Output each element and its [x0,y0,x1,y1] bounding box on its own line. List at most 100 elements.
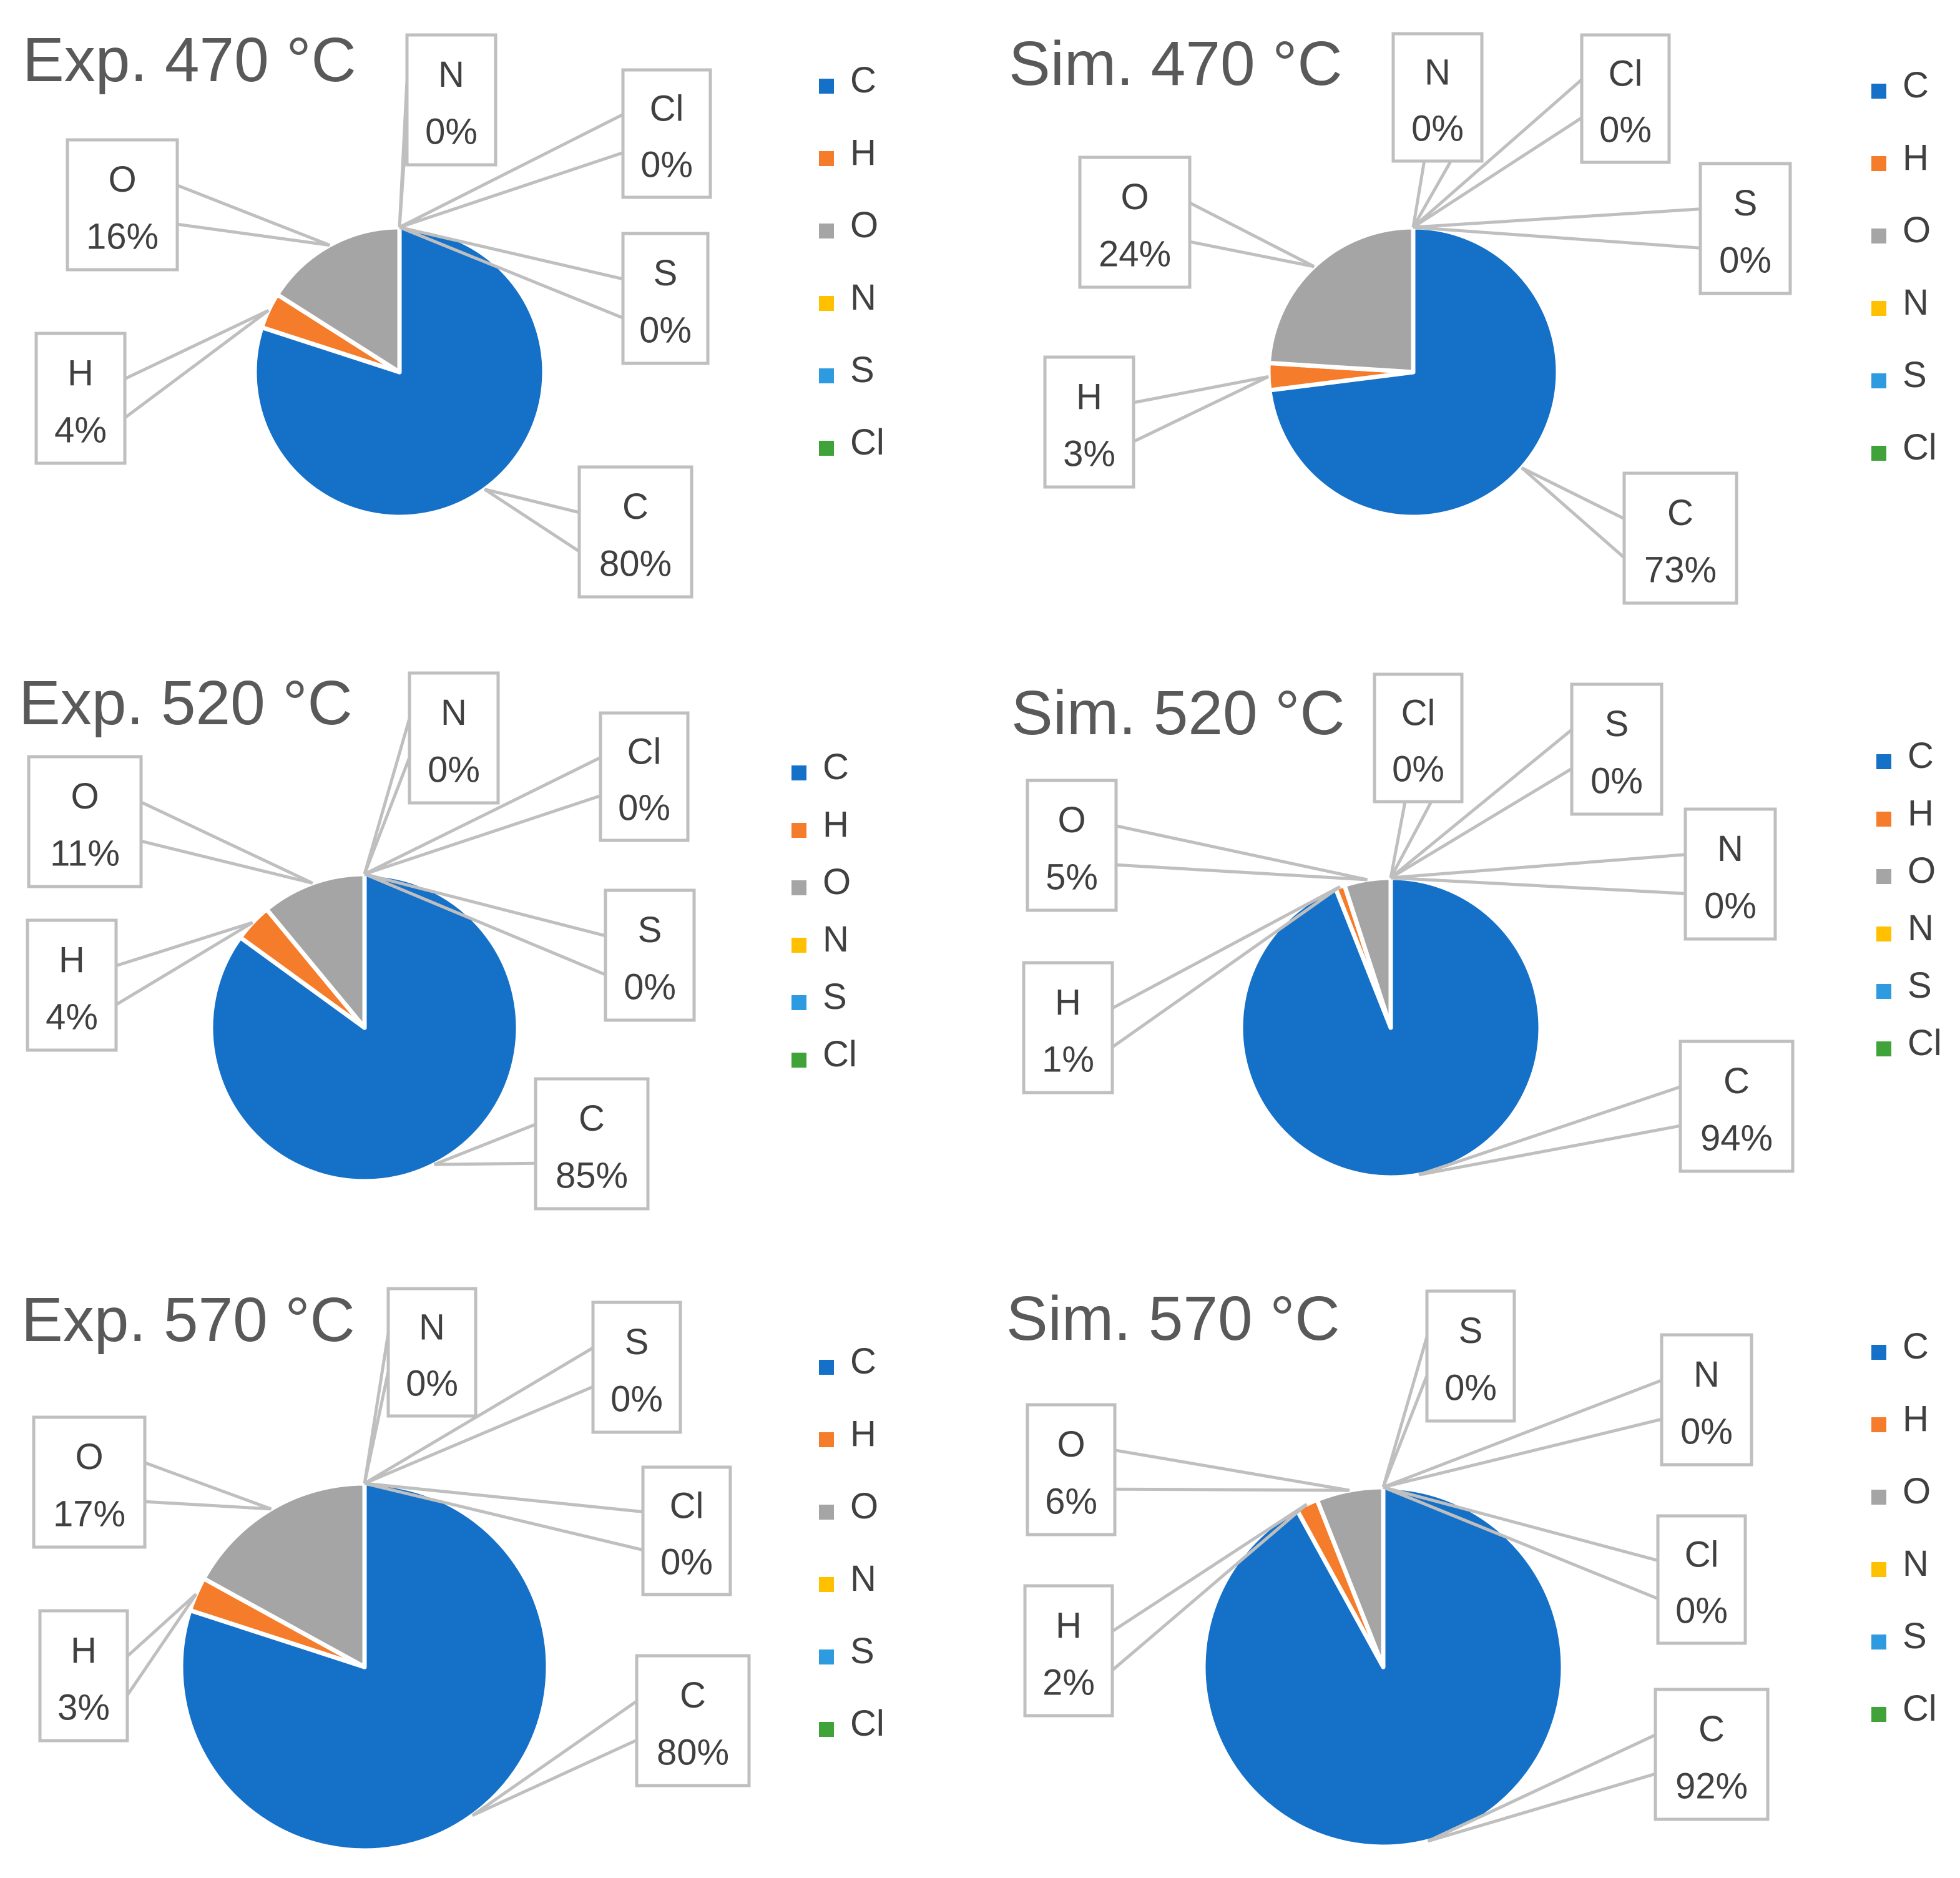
data-label-category: Cl [627,732,662,772]
legend-label-cl: Cl [850,422,884,463]
data-label-category: H [1056,1605,1082,1646]
legend-swatch-o [791,880,806,895]
data-label-category: N [1717,828,1743,869]
data-label-category: O [75,1437,103,1477]
data-label-value: 4% [54,410,107,451]
legend-label-s: S [850,1631,875,1671]
data-label-value: 0% [660,1541,713,1582]
legend-label-h: H [823,804,849,845]
legend-label-h: H [1908,793,1934,833]
legend-swatch-s [1876,984,1891,999]
callout-box-o [1026,779,1118,912]
legend-swatch-cl [791,1053,806,1068]
legend-label-cl: Cl [1908,1023,1942,1063]
data-label-value: 85% [556,1156,628,1196]
callout-leader-c [471,1699,638,1817]
chart-title: Sim. 570 °C [1006,1284,1340,1354]
data-label-category: O [108,159,136,200]
callout-leader-cl [1383,1485,1659,1600]
legend-label-o: O [823,862,851,902]
legend-swatch-n [819,1577,834,1592]
callout-box-c [534,1077,650,1211]
legend-swatch-h [819,1432,834,1447]
legend-label-c: C [1908,735,1934,776]
callout-leader-o [144,1461,272,1511]
legend-swatch-c [791,765,806,780]
legend-swatch-s [1871,1635,1886,1649]
callout-box-n [408,671,500,805]
data-label-value: 80% [599,544,672,584]
data-label-value: 0% [618,787,670,828]
legend-swatch-c [1871,84,1886,99]
callout-leader-c [1418,1085,1681,1177]
legend-swatch-cl [1871,1707,1886,1722]
legend-label-s: S [823,976,847,1017]
callout-box-s [1698,162,1792,295]
charts-layer: Exp. 470 °CC80%H4%O16%N0%S0%Cl0%CHONSClS… [19,25,1942,1853]
data-label-value: 3% [1063,434,1115,474]
callout-box-cl [1656,1514,1747,1645]
callout-box-c [635,1654,751,1787]
legend-label-cl: Cl [1903,1688,1937,1729]
legend-swatch-s [1871,373,1886,388]
legend-swatch-o [819,1505,834,1520]
data-label-category: O [1057,800,1085,840]
callout-leader-c [1521,466,1625,559]
callout-leader-o [1188,201,1315,268]
legend-swatch-o [1871,1490,1886,1505]
legend-label-o: O [850,1486,878,1526]
data-label-category: C [579,1098,605,1139]
data-label-category: Cl [1685,1535,1719,1575]
data-label-value: 94% [1700,1118,1773,1159]
data-label-value: 92% [1675,1766,1748,1807]
data-label-category: Cl [650,89,684,129]
data-label-category: N [441,692,467,733]
callout-box-n [386,1287,478,1418]
callout-leader-c [1427,1733,1657,1843]
legend-swatch-n [1876,927,1891,941]
callout-box-h [38,1609,129,1743]
data-label-category: S [1459,1310,1483,1351]
legend-label-s: S [1903,1616,1927,1656]
chart-title: Sim. 470 °C [1009,29,1343,99]
data-label-value: 24% [1099,234,1171,275]
callout-leader-n [363,1333,390,1484]
callout-box-c [1678,1040,1795,1173]
data-label-category: C [1723,1061,1750,1101]
data-label-category: N [1693,1354,1720,1395]
legend-swatch-h [1871,1417,1886,1432]
data-label-category: C [1698,1709,1725,1749]
callout-box-o [27,755,143,888]
data-label-category: C [680,1675,706,1716]
data-label-category: H [67,353,94,393]
data-label-value: 4% [46,997,98,1038]
legend-swatch-cl [1871,446,1886,461]
data-label-value: 0% [425,112,478,152]
data-label-value: 80% [657,1733,729,1773]
data-label-category: Cl [1609,54,1643,94]
data-label-value: 0% [1704,886,1757,927]
callout-leader-o [1114,1448,1350,1492]
data-label-value: 0% [1675,1590,1728,1631]
legend-swatch-c [819,1360,834,1375]
pie-slice-o [1266,225,1416,375]
callout-leader-cl [363,756,602,876]
callout-leader-o [177,184,331,247]
callout-box-cl [1373,672,1464,804]
data-label-category: S [1733,183,1758,224]
legend-swatch-h [1876,812,1891,827]
chart-title: Exp. 470 °C [22,25,356,95]
callout-box-n [1660,1333,1753,1467]
legend-swatch-h [1871,156,1886,171]
legend-swatch-cl [819,441,834,456]
data-label-value: 0% [640,144,693,185]
callout-leader-h [124,308,270,420]
callout-box-o [1078,155,1192,289]
data-label-value: 6% [1045,1482,1097,1522]
legend-label-c: C [823,747,849,787]
callout-box-s [1570,682,1664,816]
legend-swatch-c [1876,754,1891,769]
legend-swatch-h [791,823,806,838]
